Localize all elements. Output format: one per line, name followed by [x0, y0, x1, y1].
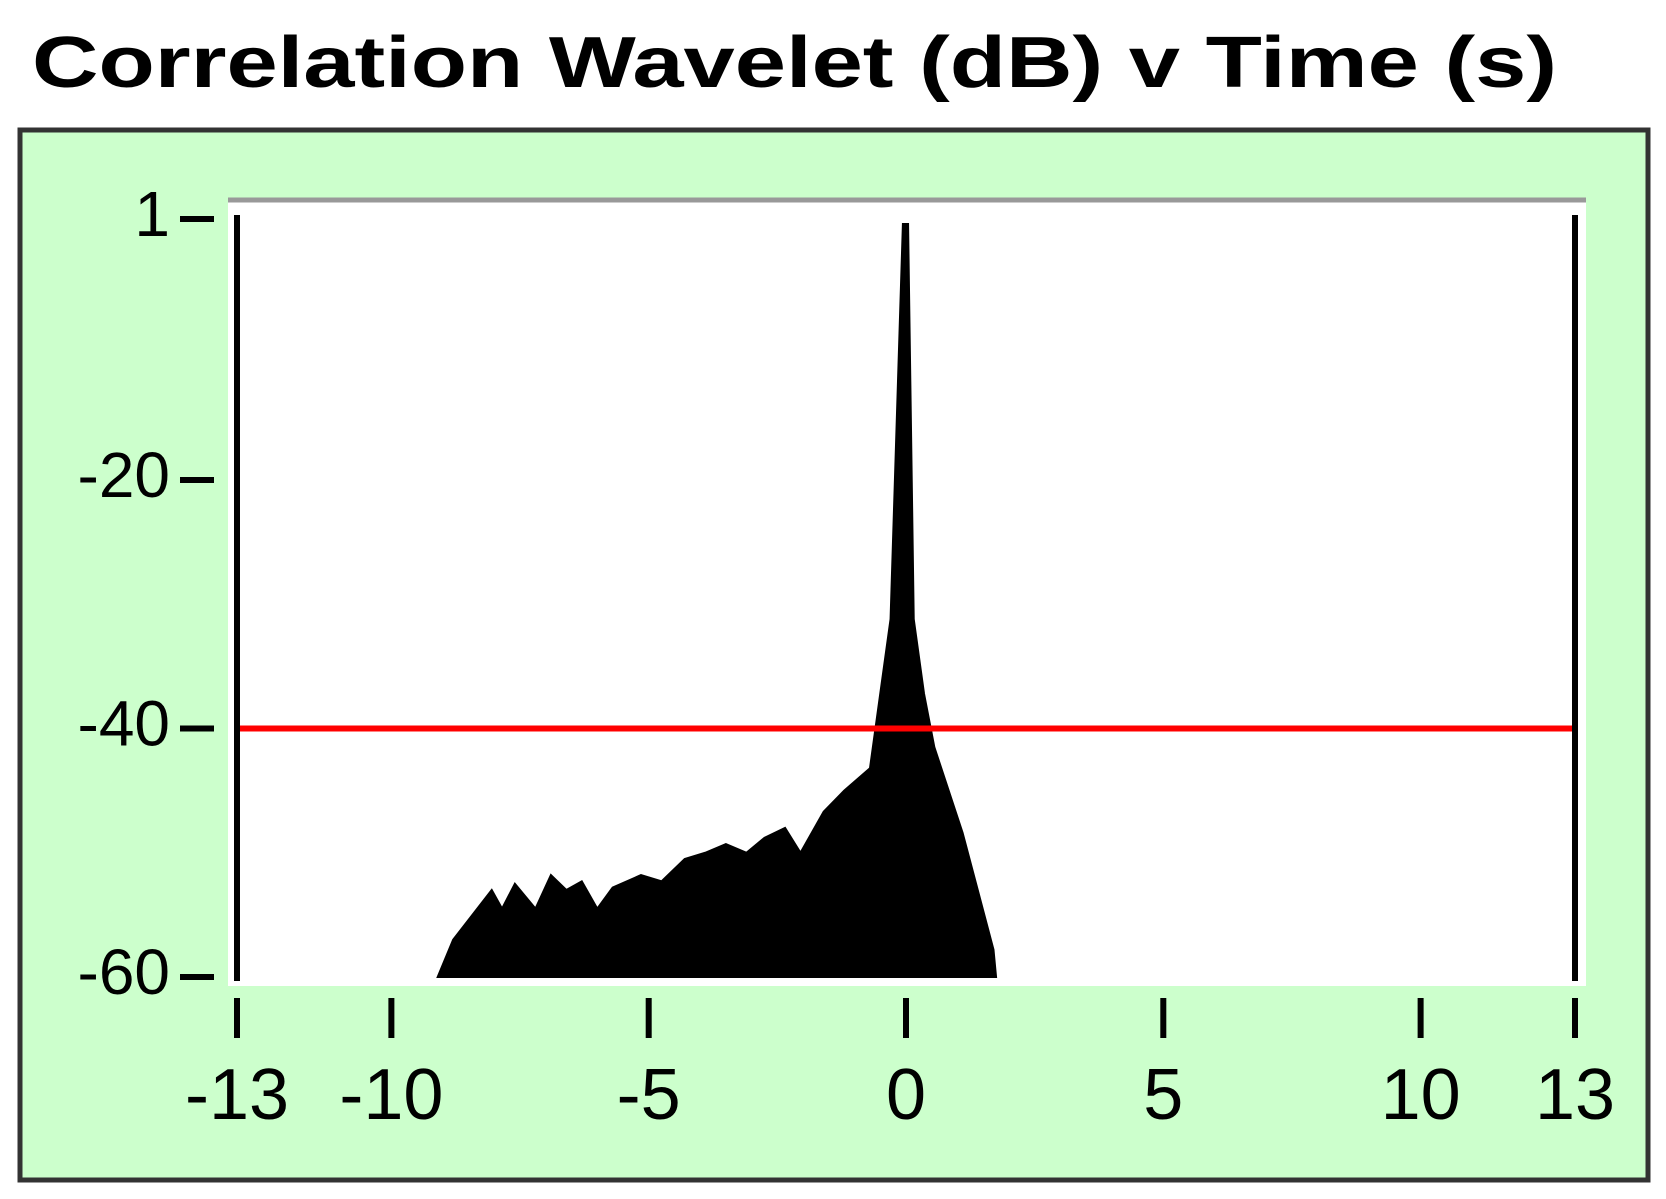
y-tick-label: -40 [78, 687, 171, 759]
y-tick-label: -20 [78, 439, 171, 511]
area [436, 222, 998, 978]
x-tick-label: -13 [185, 1055, 289, 1135]
x-tick-label: -10 [339, 1055, 443, 1135]
x-tick-label: 5 [1143, 1055, 1183, 1135]
x-tick-label: 10 [1381, 1055, 1461, 1135]
x-tick-label: -5 [617, 1055, 681, 1135]
y-tick-label: -60 [78, 936, 171, 1008]
y-tick-label: 1 [134, 178, 170, 250]
x-tick-label: 0 [886, 1055, 926, 1135]
x-tick-label: 13 [1535, 1055, 1615, 1135]
chart-title: Correlation Wavelet (dB) v Time (s) [32, 23, 1557, 103]
